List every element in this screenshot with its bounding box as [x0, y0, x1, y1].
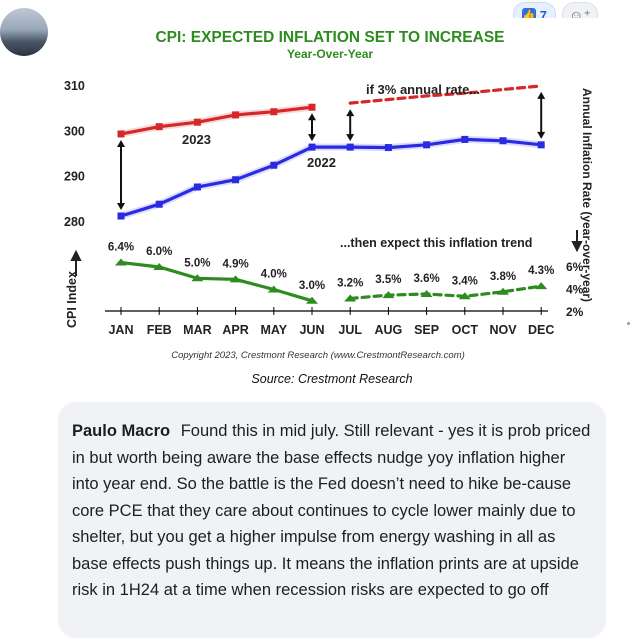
source-text: Source: Crestmont Research: [251, 372, 412, 386]
series-2023-point: [155, 123, 163, 131]
series-2023-point: [270, 108, 278, 116]
inflation-actual-point: [115, 258, 127, 266]
gap-arrow-jan-head-down: [117, 203, 125, 211]
inflation-data-label: 3.8%: [490, 271, 516, 283]
series-2023-line: [119, 105, 314, 136]
series-2022-line: [119, 137, 543, 218]
reaction-count: 7: [539, 7, 547, 23]
series-2022-point: [461, 135, 469, 143]
series-2023-point: [193, 118, 201, 126]
right-axis-arrow: [571, 230, 583, 253]
inflation-data-label: 6.0%: [146, 246, 172, 258]
left-axis-label: CPI Index: [65, 271, 79, 328]
left-axis-arrow: [70, 249, 82, 276]
inflation-data-label: 3.6%: [413, 273, 439, 285]
inflation-data-label: 3.2%: [337, 278, 363, 290]
inflation-projected-point: [420, 290, 433, 297]
x-tick-label: FEB: [147, 323, 172, 337]
right-tick-label: 6%: [566, 260, 584, 274]
series-2022-point: [346, 143, 354, 151]
annotation-trend: ...then expect this inflation trend: [340, 236, 532, 250]
inflation-actual-point: [306, 296, 318, 304]
y-tick-label: 310: [64, 79, 85, 93]
copyright-text: Copyright 2023, Crestmont Research (www.…: [171, 350, 465, 361]
x-tick-label: MAR: [183, 323, 211, 337]
gap-arrow-jun-head-down: [308, 134, 316, 142]
series-2022-point: [537, 141, 545, 149]
inflation-data-label: 4.9%: [222, 258, 248, 270]
right-tick-label: 4%: [566, 283, 584, 297]
cpi-chart: CPI: EXPECTED INFLATION SET TO INCREASE …: [64, 29, 594, 386]
inflation-data-label: 3.0%: [299, 280, 325, 292]
series-2022-glow: [117, 135, 545, 220]
scroll-indicator: [627, 322, 630, 325]
inflation-data-label: 3.5%: [375, 274, 401, 286]
gap-arrow-jul-head-down: [346, 134, 355, 142]
series-2022-point: [193, 183, 201, 191]
series-2022-point: [232, 176, 240, 184]
inflation-projected-point: [458, 292, 471, 300]
y-tick-label: 280: [64, 215, 85, 229]
series-2022-point: [423, 141, 431, 149]
inflation-data-label: 4.3%: [528, 265, 554, 277]
x-tick-label: NOV: [489, 323, 517, 337]
comment-author[interactable]: Paulo Macro: [72, 422, 171, 440]
x-tick-label: AUG: [375, 323, 403, 337]
series-2023-point: [232, 111, 240, 119]
series-2023-point: [117, 130, 125, 138]
x-tick-label: APR: [222, 323, 248, 337]
gap-arrow-jun-head-up: [308, 113, 316, 121]
inflation-projected-point: [497, 287, 509, 295]
series-2022-point: [155, 200, 163, 208]
inflation-data-label: 6.4%: [108, 242, 134, 254]
x-tick-label: JAN: [108, 323, 133, 337]
inflation-projected-line: [348, 284, 543, 301]
x-tick-label: JUN: [299, 323, 324, 337]
inflation-projected-point: [344, 294, 357, 302]
inflation-data-label: 3.4%: [452, 275, 478, 287]
chart-image[interactable]: CPI: EXPECTED INFLATION SET TO INCREASE …: [58, 18, 606, 394]
x-tick-label: DEC: [528, 323, 554, 337]
series-2022-point: [117, 212, 125, 220]
inflation-data-label: 4.0%: [261, 269, 287, 281]
inflation-projected-point: [535, 282, 548, 290]
series-2022-point: [308, 143, 316, 151]
gap-arrow-jan-head-up: [117, 139, 125, 147]
x-tick-label: OCT: [452, 323, 479, 337]
y-tick-label: 300: [64, 124, 85, 138]
label-2023: 2023: [182, 132, 211, 147]
inflation-actual-point: [267, 285, 280, 293]
user-avatar[interactable]: [0, 8, 48, 56]
label-2022: 2022: [307, 155, 336, 170]
gap-arrow-dec-head-down: [537, 131, 546, 139]
inflation-projected-point: [382, 291, 395, 299]
chart-subtitle: Year-Over-Year: [287, 47, 373, 61]
x-tick-label: MAY: [260, 323, 287, 337]
series-projection-line: [348, 84, 543, 105]
series-2022-point: [384, 144, 392, 152]
right-tick-label: 2%: [566, 305, 584, 319]
inflation-actual-line: [119, 260, 314, 303]
comment-bubble: Paulo Macro Found this in mid july. Stil…: [58, 402, 606, 638]
inflation-actual-point: [229, 275, 242, 283]
gap-arrow-jul-head-up: [346, 109, 355, 117]
chart-title: CPI: EXPECTED INFLATION SET TO INCREASE: [155, 29, 504, 46]
series-2022-point: [270, 161, 278, 169]
inflation-data-label: 5.0%: [184, 257, 210, 269]
annotation-rate: if 3% annual rate...: [366, 82, 480, 97]
right-axis-label: Annual Inflation Rate (year-over-year): [580, 88, 594, 302]
gap-arrow-dec-head-up: [537, 91, 546, 99]
inflation-actual-point: [191, 274, 204, 282]
y-tick-label: 290: [64, 170, 85, 184]
x-tick-label: JUL: [338, 323, 362, 337]
right-axis-label-group: Annual Inflation Rate (year-over-year): [571, 88, 594, 302]
x-tick-label: SEP: [414, 323, 439, 337]
comment-text: Found this in mid july. Still relevant -…: [72, 422, 591, 599]
inflation-actual-point: [153, 263, 166, 270]
left-axis-label-group: CPI Index: [65, 249, 82, 328]
series-2023-point: [308, 103, 316, 111]
series-2022-point: [499, 137, 507, 145]
